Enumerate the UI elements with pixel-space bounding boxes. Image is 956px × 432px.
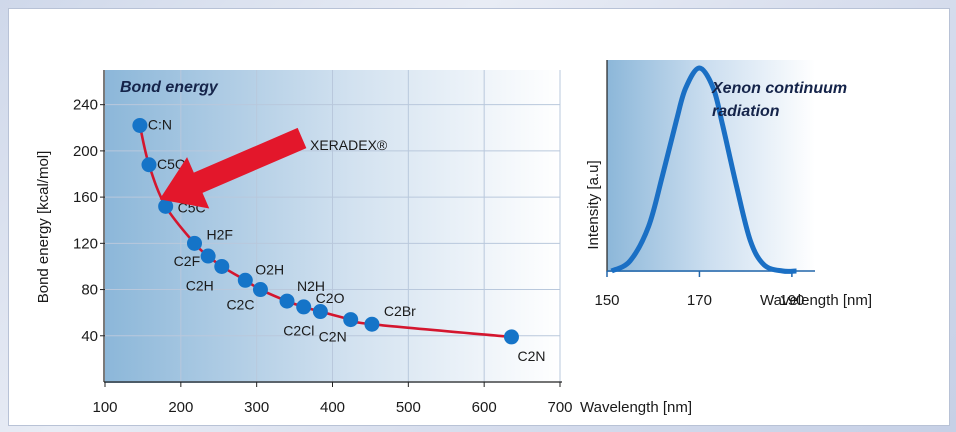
bond-y-tick-label: 200: [73, 143, 98, 160]
bond-point-label: C5O: [157, 156, 186, 172]
bond-point-label: H2F: [206, 226, 232, 242]
bond-point-label: C2N: [517, 348, 545, 364]
xenon-chart-title-line1: Xenon continuum: [711, 80, 847, 97]
bond-point-marker: [237, 272, 253, 288]
xenon-x-tick-label: 190: [779, 292, 804, 309]
bond-point-marker: [200, 248, 216, 264]
bond-x-axis-title: Wavelength [nm]: [580, 399, 692, 416]
bond-x-tick-label: 100: [92, 399, 117, 416]
bond-energy-chart: 100 200 300 400 500 600 700 40 80 120 160 200 240 B…: [35, 70, 692, 416]
bond-point-marker: [186, 235, 202, 251]
bond-point-label: C2H: [186, 277, 214, 293]
bond-point-label: C:N: [148, 116, 172, 132]
bond-x-tick-label: 400: [320, 399, 345, 416]
bond-y-tick-label: 240: [73, 97, 98, 114]
bond-point-label: C2C: [226, 297, 254, 313]
xeradex-arrow: [159, 127, 307, 209]
xeradex-label: XERADEX®: [310, 137, 388, 153]
bond-x-tick-label: 600: [472, 399, 497, 416]
bond-point-marker: [503, 329, 519, 345]
bond-point-label: C2O: [316, 290, 345, 306]
bond-point-marker: [132, 117, 148, 133]
bond-point-marker: [343, 312, 359, 328]
xenon-y-axis-title: Intensity [a.u]: [585, 160, 602, 249]
bond-point-marker: [279, 293, 295, 309]
bond-point-marker: [312, 304, 328, 320]
bond-y-ticks: 40 80 120 160 200 240: [73, 97, 105, 345]
bond-y-tick-label: 160: [73, 189, 98, 206]
bond-point-marker: [364, 316, 380, 332]
xenon-x-ticks: 150 170 190: [594, 271, 804, 309]
bond-x-ticks: 100 200 300 400 500 600 700: [92, 382, 573, 416]
bond-point-label: C2Br: [384, 303, 416, 319]
bond-y-axis-title: Bond energy [kcal/mol]: [35, 151, 52, 304]
xenon-x-tick-label: 170: [687, 292, 712, 309]
bond-x-tick-label: 200: [168, 399, 193, 416]
bond-point-label: C2F: [174, 253, 200, 269]
bond-y-tick-label: 120: [73, 235, 98, 252]
xenon-spectrum-curve: [610, 65, 797, 274]
bond-chart-title: Bond energy: [120, 79, 219, 96]
bond-point-marker: [141, 157, 157, 173]
bond-x-tick-label: 500: [396, 399, 421, 416]
bond-point-marker: [214, 258, 230, 274]
xeradex-arrow-shape: [159, 127, 307, 209]
bond-point-label: C2Cl: [283, 323, 314, 339]
xenon-chart-title-line2: radiation: [712, 103, 780, 120]
xenon-x-tick-label: 150: [594, 292, 619, 309]
xenon-chart: 150 170 190 Xenon continuum radiation Wave…: [585, 60, 872, 309]
bond-x-tick-label: 300: [244, 399, 269, 416]
bond-point-marker: [296, 299, 312, 315]
bond-point-label: C2N: [319, 329, 347, 345]
bond-y-tick-label: 40: [81, 328, 98, 345]
bond-point-label: O2H: [255, 261, 284, 277]
bond-x-tick-label: 700: [547, 399, 572, 416]
bond-point-label: N2H: [297, 278, 325, 294]
bond-point-marker: [158, 198, 174, 214]
bond-y-tick-label: 80: [81, 282, 98, 299]
bond-point-marker: [252, 282, 268, 298]
xenon-x-axis-title: Wavelength [nm]: [760, 292, 872, 309]
